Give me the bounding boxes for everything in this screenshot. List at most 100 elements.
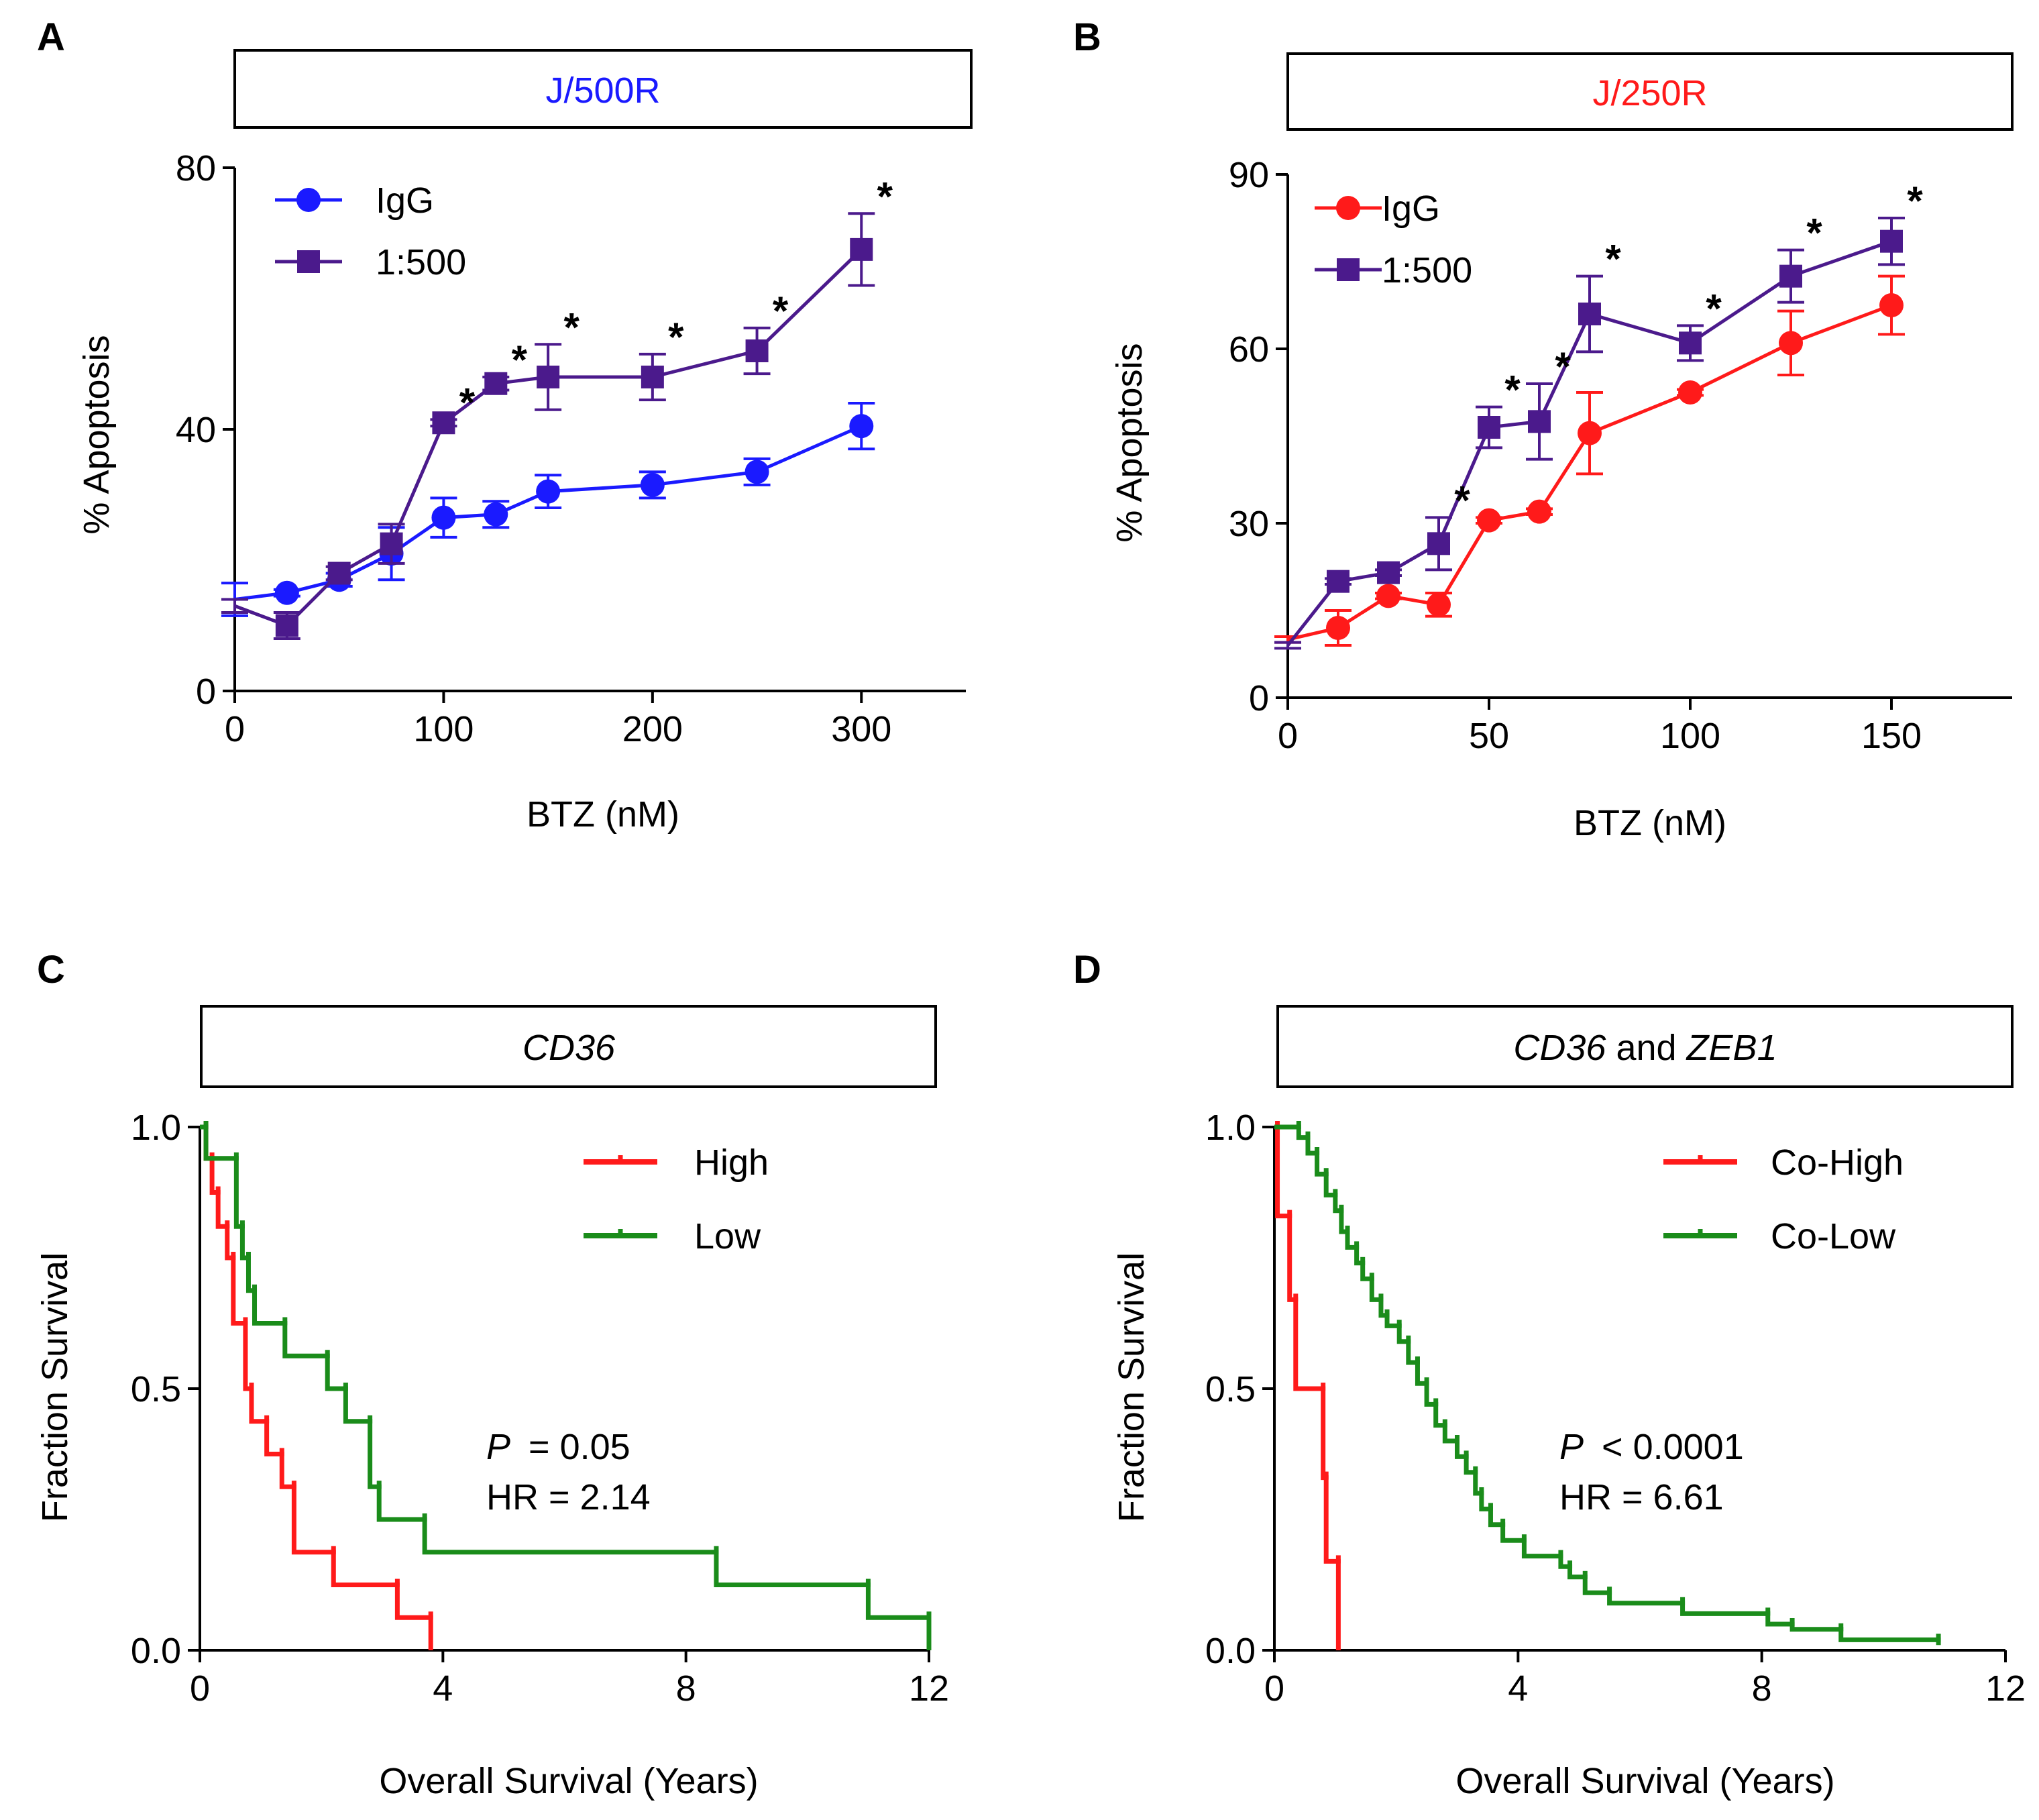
panel-letter-a: A xyxy=(37,15,65,59)
header-box xyxy=(200,1005,937,1088)
panel-c-plot: 0 4 8 12 0.0 0.5 1.0 High Low xyxy=(131,1108,949,1709)
y-tick-label: 0 xyxy=(1249,678,1269,718)
x-axis-label: BTZ (nM) xyxy=(1574,803,1726,843)
y-tick-label: 0.0 xyxy=(131,1631,181,1671)
km-curve-co-high xyxy=(1274,1124,1341,1650)
y-tick-label: 60 xyxy=(1229,329,1269,370)
data-point xyxy=(850,237,873,261)
y-tick-label: 0.0 xyxy=(1205,1631,1256,1671)
legend-label: 1:500 xyxy=(1382,250,1472,290)
legend-label: IgG xyxy=(1382,189,1440,229)
legend-marker xyxy=(1336,196,1360,220)
data-point xyxy=(1478,416,1500,439)
data-point xyxy=(1880,229,1903,253)
legend-label: IgG xyxy=(376,180,434,221)
hr-annotation: HR = 6.61 xyxy=(1559,1477,1724,1517)
x-tick-label: 4 xyxy=(1508,1668,1528,1709)
panel-b: J/250R 0 50 100 150 0 30 60 90 IgG 1:500 * * * * * * * B… xyxy=(1109,52,2014,843)
header-box xyxy=(233,49,973,129)
series-line-igg xyxy=(1287,303,1892,641)
panel-b-header: J/250R xyxy=(1592,73,1707,113)
legend-marker xyxy=(1337,258,1360,281)
p-value-annotation: P < 0.0001 xyxy=(1559,1427,1744,1467)
panel-b-plot: 0 50 100 150 0 30 60 90 IgG 1:500 * * * * * * * xyxy=(1229,155,2012,756)
p-text: = 0.05 xyxy=(529,1427,630,1467)
header-box xyxy=(1276,1005,2014,1088)
y-tick-label: 0.5 xyxy=(131,1369,181,1409)
data-point xyxy=(1477,508,1501,533)
legend-label: Co-High xyxy=(1771,1142,1904,1183)
y-tick-label: 0.5 xyxy=(1205,1369,1256,1409)
x-tick-label: 4 xyxy=(433,1668,453,1709)
panel-d-header: CD36 and ZEB1 xyxy=(1513,1028,1777,1068)
significance-star: * xyxy=(877,174,893,219)
data-point xyxy=(1427,532,1450,555)
x-tick-label: 100 xyxy=(1660,716,1720,756)
panel-a: J/500R 0 100 200 300 0 40 80 IgG 1:500 * * * * * * BTZ… xyxy=(76,49,973,835)
y-tick-label: 30 xyxy=(1229,504,1269,544)
p-value-annotation: P = 0.05 xyxy=(486,1427,630,1467)
data-point xyxy=(537,366,560,388)
y-tick-label: 1.0 xyxy=(131,1108,181,1148)
panel-c: CD36 0 4 8 12 0.0 0.5 1.0 High Low Overall Survi… xyxy=(35,1005,949,1801)
data-point xyxy=(380,532,403,555)
legend-label: Low xyxy=(694,1216,761,1256)
panel-a-plot: 0 100 200 300 0 40 80 IgG 1:500 * * * * * * xyxy=(176,148,966,749)
legend-marker xyxy=(296,188,321,212)
significance-star: * xyxy=(773,288,789,333)
y-axis-label: Fraction Survival xyxy=(35,1252,75,1522)
data-point xyxy=(432,411,455,435)
y-tick-label: 1.0 xyxy=(1205,1108,1256,1148)
y-tick-label: 40 xyxy=(176,410,216,450)
km-curve-low xyxy=(200,1124,932,1650)
panel-c-header: CD36 xyxy=(522,1028,616,1068)
y-axis-label: Fraction Survival xyxy=(1111,1252,1152,1522)
y-axis-label: % Apoptosis xyxy=(1109,343,1150,542)
data-point xyxy=(274,580,299,605)
data-point xyxy=(849,414,874,439)
km-curve-co-low xyxy=(1274,1124,1941,1646)
series-line-1500 xyxy=(1286,239,1892,647)
header-part-1: CD36 xyxy=(1513,1028,1606,1068)
y-axis-label: % Apoptosis xyxy=(76,335,117,534)
significance-star: * xyxy=(1907,178,1923,223)
data-point xyxy=(327,561,351,585)
data-point xyxy=(745,339,769,362)
hr-annotation: HR = 2.14 xyxy=(486,1477,651,1517)
data-point xyxy=(1527,499,1551,524)
significance-star: * xyxy=(1706,286,1722,331)
y-tick-label: 90 xyxy=(1229,155,1269,195)
legend-label: 1:500 xyxy=(376,242,466,282)
x-axis-label: Overall Survival (Years) xyxy=(379,1761,758,1801)
x-axis-label: BTZ (nM) xyxy=(527,794,679,835)
data-point xyxy=(1327,570,1349,593)
data-point xyxy=(1427,592,1451,617)
panel-d-plot: 0 4 8 12 0.0 0.5 1.0 Co-High Co-Low xyxy=(1205,1108,2026,1709)
data-point xyxy=(1679,331,1702,355)
header-box xyxy=(1286,52,2014,131)
x-tick-label: 150 xyxy=(1861,716,1922,756)
p-label: P xyxy=(486,1427,510,1467)
significance-star: * xyxy=(1504,368,1521,413)
x-tick-label: 0 xyxy=(225,709,245,749)
data-point xyxy=(1377,561,1400,584)
x-tick-label: 300 xyxy=(831,709,891,749)
data-point xyxy=(1578,421,1602,445)
y-tick-label: 0 xyxy=(196,672,216,712)
data-point xyxy=(1779,331,1803,356)
data-point xyxy=(275,614,298,637)
data-point xyxy=(640,472,665,497)
series-line-1500 xyxy=(234,248,863,628)
panel-letter-c: C xyxy=(37,948,65,992)
data-point xyxy=(1326,616,1350,640)
x-tick-label: 0 xyxy=(190,1668,210,1709)
significance-star: * xyxy=(459,380,476,425)
significance-star: * xyxy=(1454,478,1470,523)
legend-marker xyxy=(297,250,320,273)
panel-a-header: J/500R xyxy=(545,70,660,111)
x-tick-label: 100 xyxy=(413,709,474,749)
data-point xyxy=(1678,380,1702,405)
data-point xyxy=(1578,303,1601,325)
data-point xyxy=(536,479,561,504)
